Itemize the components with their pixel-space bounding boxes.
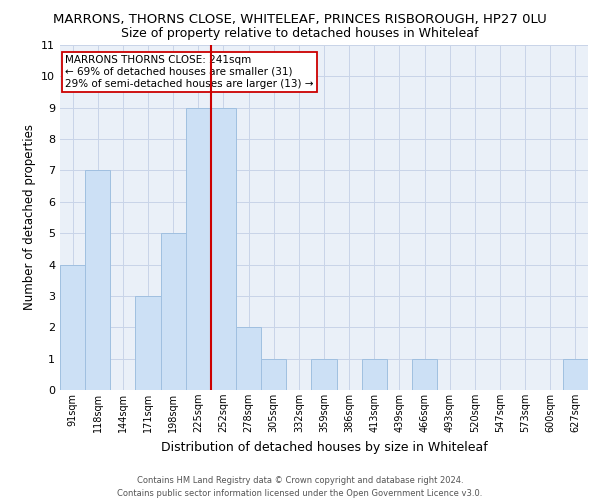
Text: Size of property relative to detached houses in Whiteleaf: Size of property relative to detached ho… (121, 28, 479, 40)
Bar (85, 170, 110, 390)
Bar (412, 358, 437, 390)
Text: Contains HM Land Registry data © Crown copyright and database right 2024.
Contai: Contains HM Land Registry data © Crown c… (118, 476, 482, 498)
Y-axis label: Number of detached properties: Number of detached properties (23, 124, 35, 310)
Bar (136, 296, 161, 390)
Bar (161, 233, 186, 390)
Bar (311, 358, 337, 390)
Bar (563, 358, 588, 390)
Bar (236, 328, 261, 390)
Bar (186, 108, 211, 390)
Bar (362, 358, 387, 390)
X-axis label: Distribution of detached houses by size in Whiteleaf: Distribution of detached houses by size … (161, 440, 487, 454)
Bar (60, 264, 85, 390)
Text: MARRONS THORNS CLOSE: 241sqm
← 69% of detached houses are smaller (31)
29% of se: MARRONS THORNS CLOSE: 241sqm ← 69% of de… (65, 56, 314, 88)
Text: MARRONS, THORNS CLOSE, WHITELEAF, PRINCES RISBOROUGH, HP27 0LU: MARRONS, THORNS CLOSE, WHITELEAF, PRINCE… (53, 12, 547, 26)
Bar (261, 358, 286, 390)
Bar (211, 108, 236, 390)
